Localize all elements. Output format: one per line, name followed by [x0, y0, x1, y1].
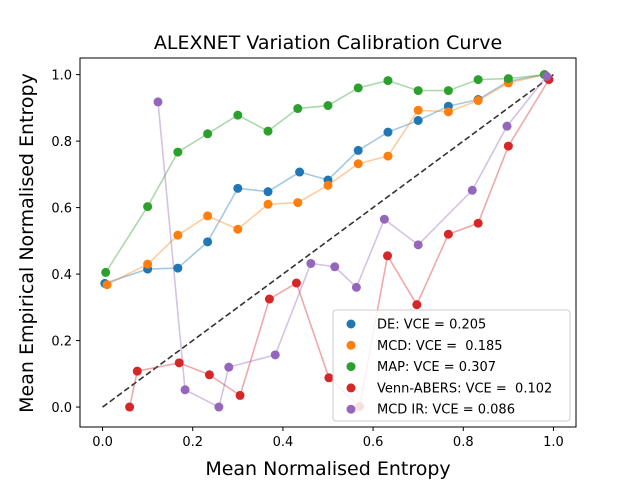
series-4-point	[467, 185, 477, 195]
y-axis: 0.0 0.2 0.4 0.6 0.8 1.0	[51, 69, 80, 416]
series-2-point	[233, 110, 243, 120]
series-4-point	[180, 385, 190, 395]
series-3-point	[291, 278, 301, 288]
series-0-point	[383, 127, 393, 137]
y-axis-label: Mean Empirical Normalised Entropy	[16, 73, 38, 413]
legend-label: DE: VCE = 0.205	[377, 318, 486, 333]
series-2-point	[473, 75, 483, 85]
series-0-point	[413, 115, 423, 125]
series-1-point	[102, 280, 112, 290]
series-3-point	[473, 218, 483, 228]
legend-label: Venn-ABERS: VCE = 0.102	[377, 381, 552, 396]
series-2-point	[413, 86, 423, 96]
series-0-point	[263, 187, 273, 197]
y-tick-label: 0.8	[51, 135, 72, 150]
series-0-point	[353, 145, 363, 155]
series-1-point	[203, 211, 213, 221]
legend-marker	[346, 383, 356, 393]
legend-marker	[346, 404, 356, 414]
series-4-point	[379, 214, 389, 224]
series-2-point	[353, 83, 363, 93]
legend-marker	[346, 362, 356, 372]
legend-marker	[346, 340, 356, 350]
series-3-point	[235, 390, 245, 400]
legend-label: MAP: VCE = 0.307	[377, 360, 496, 375]
y-tick-label: 0.4	[51, 268, 72, 283]
series-4-point	[306, 258, 316, 268]
series-4-point	[330, 262, 340, 272]
series-1-point	[293, 198, 303, 208]
x-tick-label: 0.6	[363, 435, 384, 450]
series-2-point	[383, 76, 393, 86]
series-3-point	[132, 366, 142, 376]
series-0-point	[295, 167, 305, 177]
y-tick-label: 1.0	[51, 69, 72, 84]
y-tick-label: 0.0	[51, 401, 72, 416]
series-3-point	[383, 251, 393, 261]
series-4-point	[224, 362, 234, 372]
series-2-point	[443, 86, 453, 96]
series-1-point	[413, 105, 423, 115]
series-4-point	[214, 402, 224, 412]
x-axis: 0.0 0.2 0.4 0.6 0.8 1.0	[92, 427, 564, 450]
series-3-point	[204, 370, 214, 380]
x-tick-label: 0.2	[182, 435, 203, 450]
y-tick-label: 0.6	[51, 202, 72, 217]
plot-frame	[79, 57, 577, 428]
series-3-point	[324, 373, 334, 383]
series-2-point	[293, 104, 303, 114]
legend-marker	[346, 319, 356, 329]
chart-title: ALEXNET Variation Calibration Curve	[154, 32, 502, 54]
series-1-point	[443, 107, 453, 117]
x-axis-label: Mean Normalised Entropy	[205, 458, 450, 480]
legend: DE: VCE = 0.205 MCD: VCE = 0.185 MAP: VCE …	[332, 309, 571, 422]
series-4-point	[542, 71, 552, 81]
series-3-point	[412, 300, 422, 310]
series-4-point	[413, 240, 423, 250]
series-3-point	[443, 229, 453, 239]
series-4-point	[270, 350, 280, 360]
legend-label: MCD: VCE = 0.185	[377, 339, 503, 354]
reference-diagonal-line	[102, 73, 554, 408]
y-tick-label: 0.2	[51, 335, 72, 350]
x-tick-label: 1.0	[543, 435, 564, 450]
series-3-point	[503, 141, 513, 151]
x-tick-label: 0.4	[273, 435, 294, 450]
series-1-point	[323, 180, 333, 190]
series-1-point	[173, 230, 183, 240]
series-1-point	[233, 224, 243, 234]
series-4-point	[351, 282, 361, 292]
series-0-point	[203, 237, 213, 247]
series-2-point	[203, 129, 213, 139]
series-0-point	[173, 263, 183, 273]
series-1-point	[473, 96, 483, 106]
plot-area	[100, 70, 554, 412]
x-tick-label: 0.0	[92, 435, 113, 450]
legend-box	[332, 309, 571, 422]
series-1-point	[263, 199, 273, 209]
series-2-point	[503, 74, 513, 84]
series-3-point	[125, 402, 135, 412]
series-1-point	[383, 151, 393, 161]
series-2-point	[101, 267, 111, 277]
series-3-point	[264, 294, 274, 304]
series-2-point	[263, 126, 273, 136]
series-4-point	[153, 97, 163, 107]
series-1-point	[143, 259, 153, 269]
series-2-point	[323, 101, 333, 111]
series-2-point	[173, 147, 183, 157]
series-2-point	[143, 202, 153, 212]
legend-label: MCD IR: VCE = 0.086	[377, 403, 515, 418]
series-4-point	[502, 121, 512, 131]
x-tick-label: 0.8	[453, 435, 474, 450]
series-0-point	[233, 183, 243, 193]
series-1-point	[353, 159, 363, 169]
series-3-point	[174, 358, 184, 368]
